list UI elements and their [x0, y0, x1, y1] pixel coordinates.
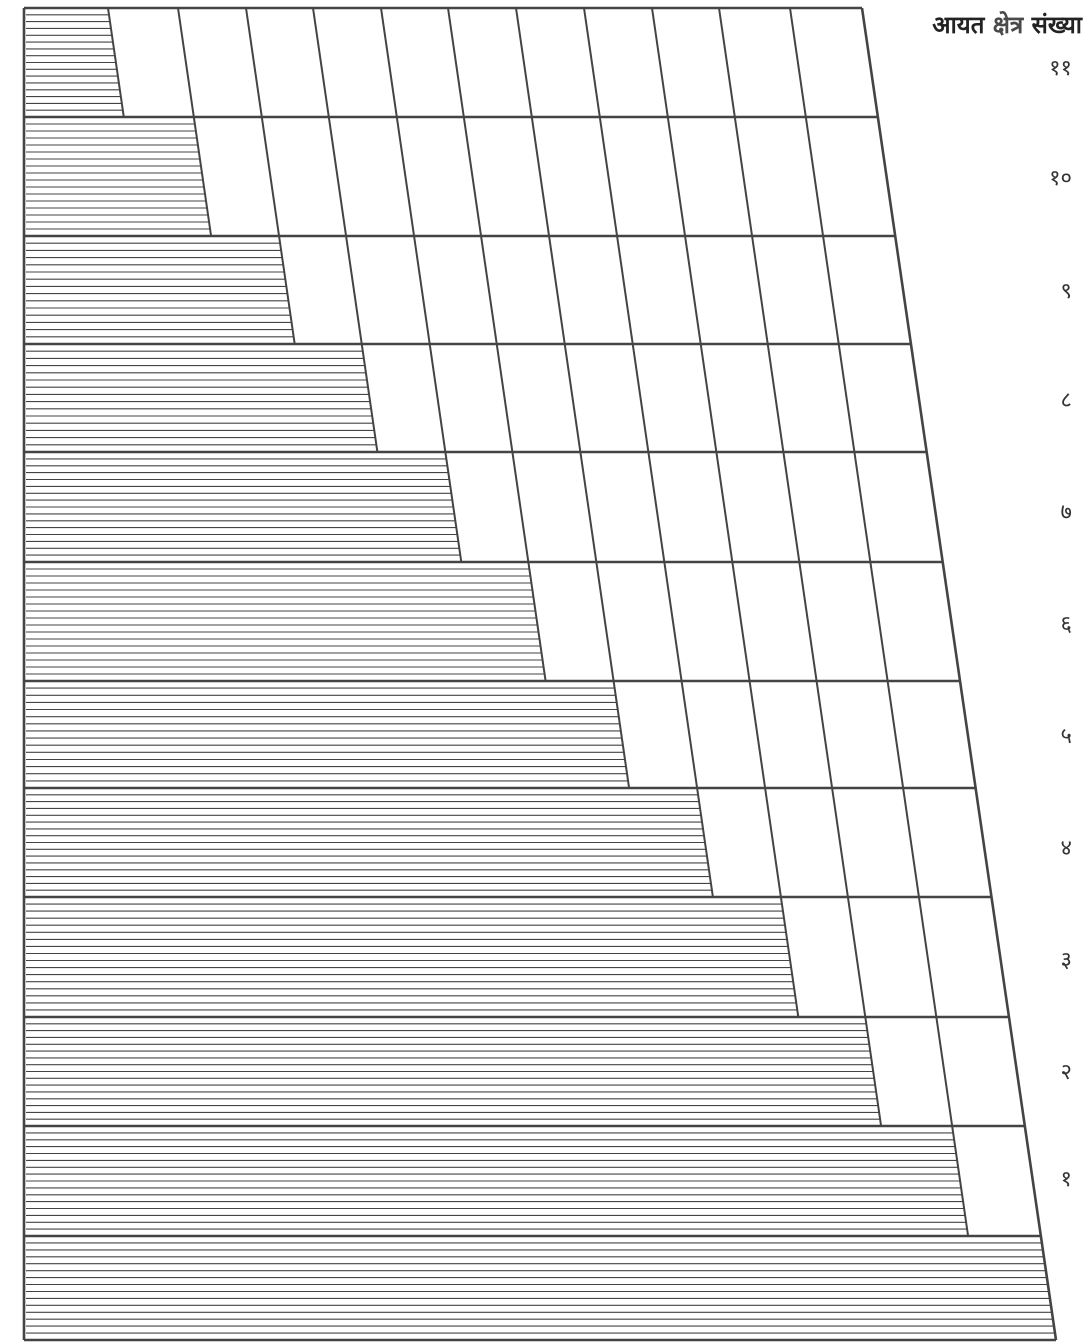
row-label-8: ८ — [1060, 388, 1072, 413]
column-divider — [177, 7, 213, 237]
column-divider — [718, 7, 883, 1127]
column-divider — [312, 7, 379, 453]
column-divider — [515, 7, 631, 789]
diagram-title: आयत क्षेत्र संख्या — [930, 8, 1084, 41]
row-label-7: ७ — [1060, 500, 1072, 525]
row-label-5: ५ — [1060, 724, 1072, 749]
row-label-4: ४ — [1060, 836, 1072, 861]
column-divider — [651, 7, 800, 1018]
row-label-3: ३ — [1060, 948, 1072, 973]
column-divider — [245, 7, 296, 345]
title-word-kshetra: क्षेत्र — [992, 11, 1024, 39]
column-divider — [107, 7, 125, 118]
column-divider — [789, 7, 970, 1237]
title-word-aayat: आयत — [932, 11, 985, 39]
row-label-11: ११ — [1049, 56, 1072, 81]
row-label-1: १ — [1060, 1167, 1072, 1192]
row-label-6: ६ — [1060, 612, 1072, 637]
row-label-2: २ — [1060, 1060, 1072, 1085]
right-sloped-edge — [860, 7, 1058, 1341]
column-divider — [380, 7, 463, 563]
row-label-9: ९ — [1060, 279, 1072, 304]
row-label-10: १० — [1049, 166, 1072, 191]
title-word-sankhya: संख्या — [1031, 11, 1082, 39]
